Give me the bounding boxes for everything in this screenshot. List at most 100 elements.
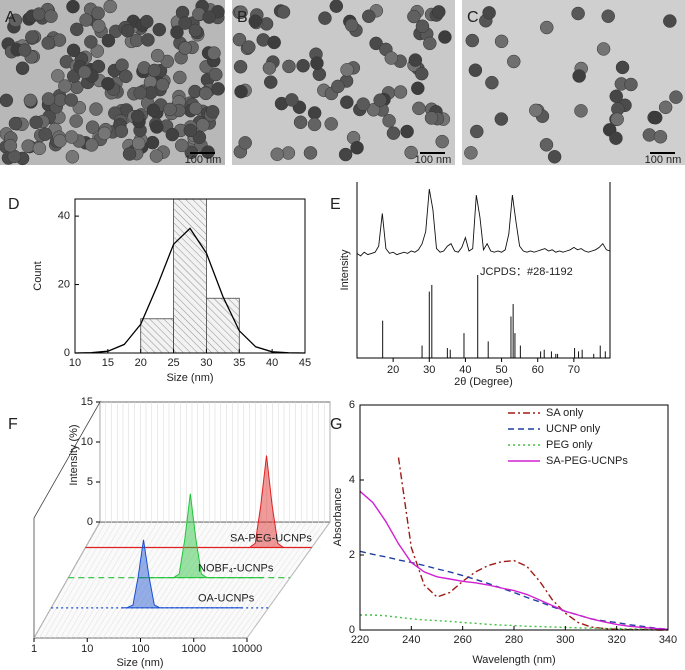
nanoparticle — [65, 150, 80, 164]
x-tick-label: 220 — [351, 634, 369, 646]
y-tick-label: 5 — [87, 476, 93, 488]
nanoparticle — [307, 117, 322, 132]
floor-grid — [76, 521, 147, 639]
nanoparticle — [423, 36, 437, 51]
nanoparticle — [130, 109, 145, 124]
nanoparticle — [276, 5, 291, 19]
nanoparticle — [17, 43, 32, 57]
nanoparticle — [150, 48, 165, 63]
nanoparticle — [574, 104, 588, 118]
x-axis-label: 2θ (Degree) — [454, 376, 513, 388]
x-tick-label: 20 — [135, 357, 147, 369]
nanoparticle — [8, 13, 23, 28]
nanoparticle — [382, 114, 396, 128]
legend-label: PEG only — [546, 439, 593, 451]
nanoparticle — [122, 147, 137, 161]
panel-label: C — [467, 9, 479, 26]
nanoparticle — [384, 51, 399, 65]
nanoparticle — [663, 14, 677, 28]
distribution-area — [139, 493, 264, 579]
x-tick-label: 260 — [453, 634, 471, 646]
nanoparticle — [465, 33, 480, 48]
nanoparticle — [211, 82, 225, 96]
series-label: OA-UCNPs — [198, 593, 255, 605]
floor-grid — [44, 521, 112, 639]
y-tick-label: 0 — [64, 347, 70, 359]
floor-grid — [246, 521, 331, 639]
floor-grid — [177, 521, 256, 639]
x-tick-label: 15 — [102, 357, 114, 369]
nanoparticle — [529, 103, 543, 118]
floor-grid — [198, 521, 279, 639]
nanoparticle — [234, 5, 248, 19]
nanoparticle — [101, 76, 115, 91]
nanoparticle — [312, 67, 327, 82]
floor-grid — [145, 521, 222, 639]
nanoparticle — [70, 22, 84, 37]
plot-frame — [74, 198, 306, 354]
distribution-area — [121, 539, 242, 609]
nanoparticle — [232, 32, 247, 47]
nanoparticle — [199, 86, 213, 101]
floor-grid — [81, 521, 153, 639]
nanoparticle — [658, 100, 673, 115]
x-tick-label: 1000 — [182, 643, 206, 655]
y-tick-label: 40 — [58, 210, 70, 222]
nanoparticle — [64, 93, 78, 107]
nanoparticle — [262, 61, 277, 75]
floor-grid — [33, 521, 101, 639]
nanoparticle — [66, 0, 80, 14]
nanoparticle — [178, 16, 192, 30]
x-tick-label: 300 — [556, 634, 574, 646]
nanoparticle — [539, 138, 554, 152]
nanoparticle — [41, 92, 56, 106]
nanoparticle — [21, 139, 35, 153]
nanoparticle — [408, 53, 423, 67]
nanoparticle — [163, 102, 177, 117]
floor-grid — [118, 521, 193, 639]
distribution-area — [157, 455, 285, 549]
x-tick-label: 100 — [131, 643, 149, 655]
x-tick-label: 40 — [459, 364, 471, 376]
fit-curve — [74, 227, 306, 354]
nanoparticle — [438, 30, 452, 44]
nanoparticle — [366, 103, 381, 117]
nanoparticle — [270, 147, 284, 161]
nanoparticle — [69, 114, 83, 128]
nanoparticle — [53, 134, 67, 148]
nanoparticle — [58, 79, 72, 93]
nanoparticle — [404, 145, 418, 160]
nanoparticle — [145, 135, 160, 150]
legend-label: SA only — [546, 407, 584, 419]
nanoparticle — [400, 124, 414, 139]
scale-bar-label: 100 nm — [415, 154, 452, 166]
floor-grid — [236, 521, 319, 639]
nanoparticle — [173, 70, 187, 85]
series-label: SA-PEG-UCNPs — [230, 532, 312, 544]
nanoparticle — [114, 124, 129, 139]
nanoparticle — [183, 123, 198, 138]
nanoparticle — [209, 67, 223, 82]
floor-grid — [214, 521, 296, 639]
nanoparticle — [170, 25, 184, 39]
nanoparticle — [407, 9, 421, 24]
nanoparticle — [572, 69, 586, 83]
panel-label: E — [330, 196, 341, 213]
nanoparticle — [77, 65, 92, 79]
nanoparticle — [424, 111, 439, 125]
nanoparticle — [414, 66, 429, 81]
nanoparticle — [38, 127, 53, 141]
nanoparticle — [615, 60, 630, 75]
y-tick-label: 0 — [87, 516, 93, 528]
nanoparticle — [66, 43, 81, 58]
nanoparticle — [32, 7, 46, 21]
floor-grid — [209, 521, 290, 639]
nanoparticle — [393, 85, 408, 99]
x-tick-label: 280 — [505, 634, 523, 646]
nanoparticle — [344, 18, 359, 33]
nanoparticle — [85, 120, 100, 134]
series-label: NOBF₄-UCNPs — [198, 563, 274, 575]
nanoparticle — [609, 131, 623, 145]
series-line — [360, 614, 668, 630]
floor-grid — [156, 521, 233, 639]
